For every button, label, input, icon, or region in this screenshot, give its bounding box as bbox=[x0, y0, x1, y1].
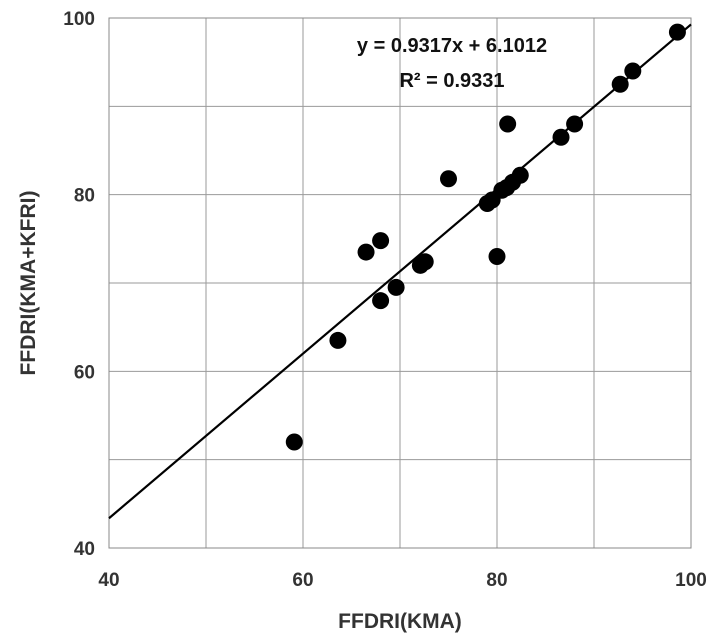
equation-label: y = 0.9317x + 6.1012 bbox=[357, 35, 547, 57]
data-point bbox=[440, 170, 457, 188]
data-point bbox=[488, 248, 506, 265]
y-tick-label: 40 bbox=[74, 539, 95, 560]
y-tick-label: 60 bbox=[74, 362, 95, 383]
data-point bbox=[611, 75, 629, 93]
data-point bbox=[552, 128, 570, 146]
data-point bbox=[416, 253, 434, 271]
trendline bbox=[108, 23, 692, 520]
data-point bbox=[372, 292, 390, 310]
data-point bbox=[372, 232, 390, 250]
y-tick-label: 100 bbox=[63, 9, 95, 30]
x-tick-label: 100 bbox=[675, 570, 707, 591]
data-point bbox=[387, 278, 405, 296]
data-points bbox=[285, 23, 686, 451]
tick-labels: 40 60 80 100 40 60 80 100 bbox=[63, 9, 707, 591]
data-point bbox=[566, 115, 584, 133]
data-point bbox=[499, 115, 517, 133]
x-axis-label: FFDRI(KMA) bbox=[338, 610, 462, 633]
data-point bbox=[668, 23, 686, 41]
x-tick-label: 80 bbox=[486, 570, 507, 591]
data-point bbox=[511, 166, 529, 184]
data-point bbox=[329, 331, 347, 349]
data-point bbox=[357, 243, 375, 261]
x-tick-label: 40 bbox=[98, 570, 119, 591]
y-axis-label: FFDRI(KMA+KFRI) bbox=[17, 191, 40, 376]
r-squared-label: R² = 0.9331 bbox=[399, 70, 504, 92]
y-tick-label: 80 bbox=[74, 186, 95, 207]
trendline-group bbox=[108, 23, 692, 520]
plot-border bbox=[108, 17, 692, 549]
data-point bbox=[285, 433, 303, 451]
x-tick-label: 60 bbox=[292, 570, 313, 591]
data-point bbox=[624, 62, 642, 80]
